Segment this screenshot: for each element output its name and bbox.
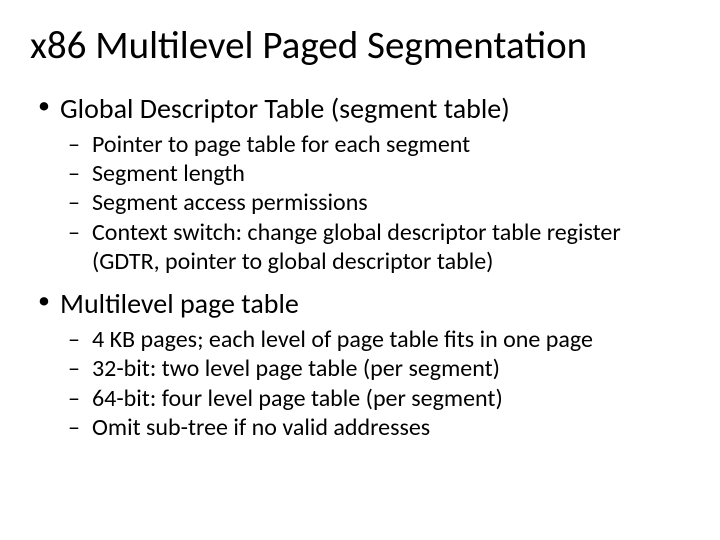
sub-bullet-text: 32-bit: two level page table (per segmen… [92, 354, 500, 383]
sub-bullet-item: 32-bit: two level page table (per segmen… [60, 354, 690, 383]
sub-bullet-text: Segment length [92, 159, 245, 188]
sub-bullet-text: Pointer to page table for each segment [92, 130, 470, 159]
sub-bullet-item: Pointer to page table for each segment [60, 130, 690, 159]
bullet-text: Multilevel page table [60, 286, 299, 321]
sub-bullet-item: Segment length [60, 159, 690, 188]
sub-bullet-item: Segment access permissions [60, 188, 690, 217]
bullet-item: Global Descriptor Table (segment table) … [30, 91, 690, 276]
bullet-text: Global Descriptor Table (segment table) [60, 91, 510, 126]
sub-bullet-list: 4 KB pages; each level of page table fit… [60, 325, 690, 442]
sub-bullet-list: Pointer to page table for each segment S… [60, 130, 690, 276]
slide: x86 Multilevel Paged Segmentation Global… [0, 0, 720, 540]
sub-bullet-text: Context switch: change global descriptor… [92, 218, 621, 276]
bullet-item: Multilevel page table 4 KB pages; each l… [30, 286, 690, 442]
sub-bullet-item: 64-bit: four level page table (per segme… [60, 384, 690, 413]
sub-bullet-item: Omit sub-tree if no valid addresses [60, 413, 690, 442]
sub-bullet-text: Segment access permissions [92, 188, 368, 217]
bullet-list: Global Descriptor Table (segment table) … [30, 91, 690, 442]
sub-bullet-item: Context switch: change global descriptor… [60, 218, 690, 277]
sub-bullet-text: 64-bit: four level page table (per segme… [92, 384, 503, 413]
sub-bullet-item: 4 KB pages; each level of page table fit… [60, 325, 690, 354]
sub-bullet-text: Omit sub-tree if no valid addresses [92, 413, 430, 442]
slide-title: x86 Multilevel Paged Segmentation [30, 24, 690, 69]
sub-bullet-text: 4 KB pages; each level of page table fit… [92, 325, 593, 354]
